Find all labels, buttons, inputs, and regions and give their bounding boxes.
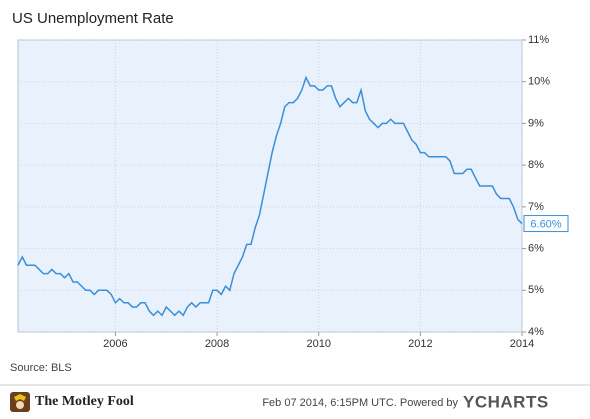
y-tick-label: 10% xyxy=(528,76,550,88)
source: Source: BLS xyxy=(10,362,72,374)
last-value-label: 6.60% xyxy=(530,218,561,230)
series-line xyxy=(17,75,523,317)
plot-layer: 4% 5% 6% 7% 8% 9% 10% 11% 2006 2008 2010 2012 2014 6.… xyxy=(17,34,569,350)
timestamp: Feb 07 2014, 6:15PM UTC. Powered by xyxy=(262,397,458,409)
y-tick-label: 11% xyxy=(528,34,549,46)
plot-area xyxy=(17,39,523,333)
x-tick-label: 2006 xyxy=(103,338,127,350)
x-tick-label: 2012 xyxy=(408,338,432,350)
chart-title: US Unemployment Rate xyxy=(12,10,174,27)
x-tick-label: 2014 xyxy=(510,338,534,350)
y-tick-label: 6% xyxy=(528,242,544,254)
y-tick-label: 4% xyxy=(528,326,544,338)
fool-logo xyxy=(10,392,30,412)
y-tick-label: 7% xyxy=(528,201,544,213)
x-tick-label: 2008 xyxy=(205,338,229,350)
brand: The Motley Fool xyxy=(35,394,134,409)
y-tick-label: 5% xyxy=(528,284,544,296)
provider: YCHARTS xyxy=(463,392,549,411)
y-tick-label: 8% xyxy=(528,159,544,171)
y-tick-label: 9% xyxy=(528,117,544,129)
last-value-box xyxy=(523,215,569,233)
x-tick-label: 2010 xyxy=(306,338,330,350)
